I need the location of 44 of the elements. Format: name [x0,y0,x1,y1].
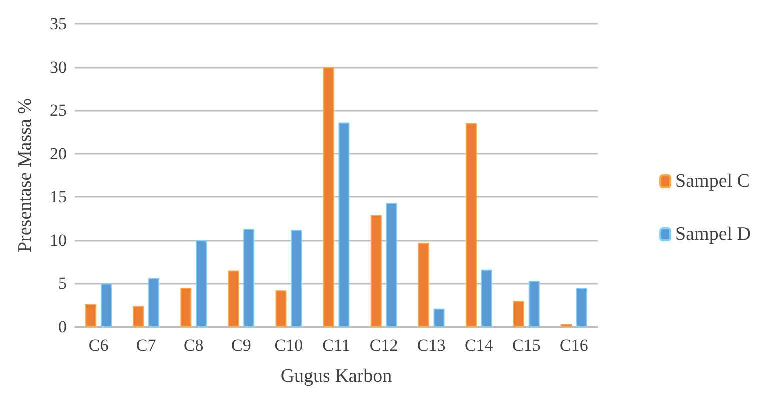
bar [276,290,287,327]
bar [228,270,240,327]
x-tick-label: C13 [417,336,446,355]
bar [481,270,492,327]
x-axis-title: Gugus Karbon [280,366,393,387]
bar [100,284,112,327]
x-tick-label: C9 [231,336,252,355]
y-tick-label: 30 [50,58,67,77]
bar [434,308,445,327]
bar [576,288,588,327]
x-tick-label: C11 [322,336,350,355]
y-tick-label: 25 [50,101,67,120]
y-tick-label: 15 [50,188,67,207]
bar [513,301,524,327]
bar [180,288,192,327]
y-tick-label: 20 [50,144,67,164]
x-tick-label: C12 [370,336,398,355]
bar [133,306,144,327]
x-tick-label: C8 [184,336,204,355]
bar [466,124,477,327]
bar [370,215,382,327]
bar [528,281,540,327]
y-axis-title: Presentase Massa % [15,98,36,253]
x-tick-label: C15 [512,336,541,355]
bar [148,278,160,327]
x-tick-label: C6 [88,336,109,355]
bar [338,122,350,327]
bar [196,240,208,327]
y-tick-label: 35 [50,14,67,34]
bar [244,229,255,327]
bar [386,203,398,327]
y-tick-label: 5 [58,274,67,294]
y-tick-label: 0 [58,318,67,336]
legend-label: Sampel C [676,171,750,192]
bar [291,230,302,327]
x-tick-label: C10 [274,336,304,355]
bar [86,304,97,327]
bar [323,67,334,327]
x-tick-label: C7 [136,336,157,355]
x-tick-label: C16 [560,336,588,355]
legend-label: Sampel D [676,224,752,245]
bar [418,243,430,327]
x-tick-label: C14 [464,336,494,355]
y-tick-label: 10 [50,230,67,250]
